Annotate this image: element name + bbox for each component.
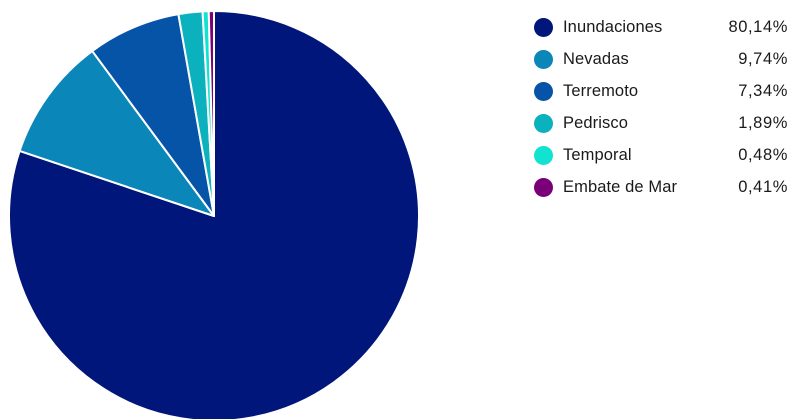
legend-item-embate-de-mar: Embate de Mar 0,41% — [534, 171, 790, 203]
legend-label: Terremoto — [563, 81, 639, 100]
pie-slice-embate-de-mar — [207, 10, 215, 217]
legend-label: Nevadas — [563, 49, 629, 68]
legend-swatch — [534, 177, 553, 197]
legend-swatch — [534, 145, 553, 165]
legend-swatch — [534, 49, 553, 69]
legend-swatch — [534, 113, 553, 133]
legend-swatch — [534, 17, 553, 37]
legend-item-nevadas: Nevadas 9,74% — [534, 43, 790, 75]
legend: Inundaciones 80,14% Nevadas 9,74% Terremoto 7… — [534, 11, 790, 203]
legend-swatch — [534, 81, 553, 101]
legend-item-terremoto: Terremoto 7,34% — [534, 75, 790, 107]
legend-value: 1,89% — [738, 113, 788, 132]
legend-item-temporal: Temporal 0,48% — [534, 139, 790, 171]
legend-value: 80,14% — [728, 17, 788, 36]
legend-label: Inundaciones — [563, 17, 663, 36]
legend-value: 7,34% — [738, 81, 788, 100]
legend-value: 0,41% — [738, 177, 788, 196]
pie-slice-nevadas — [18, 50, 215, 217]
legend-item-inundaciones: Inundaciones 80,14% — [534, 11, 790, 43]
legend-item-pedrisco: Pedrisco 1,89% — [534, 107, 790, 139]
legend-value: 0,48% — [738, 145, 788, 164]
legend-label: Temporal — [563, 145, 632, 164]
legend-value: 9,74% — [738, 49, 788, 68]
legend-label: Pedrisco — [563, 113, 628, 132]
legend-label: Embate de Mar — [563, 177, 678, 196]
